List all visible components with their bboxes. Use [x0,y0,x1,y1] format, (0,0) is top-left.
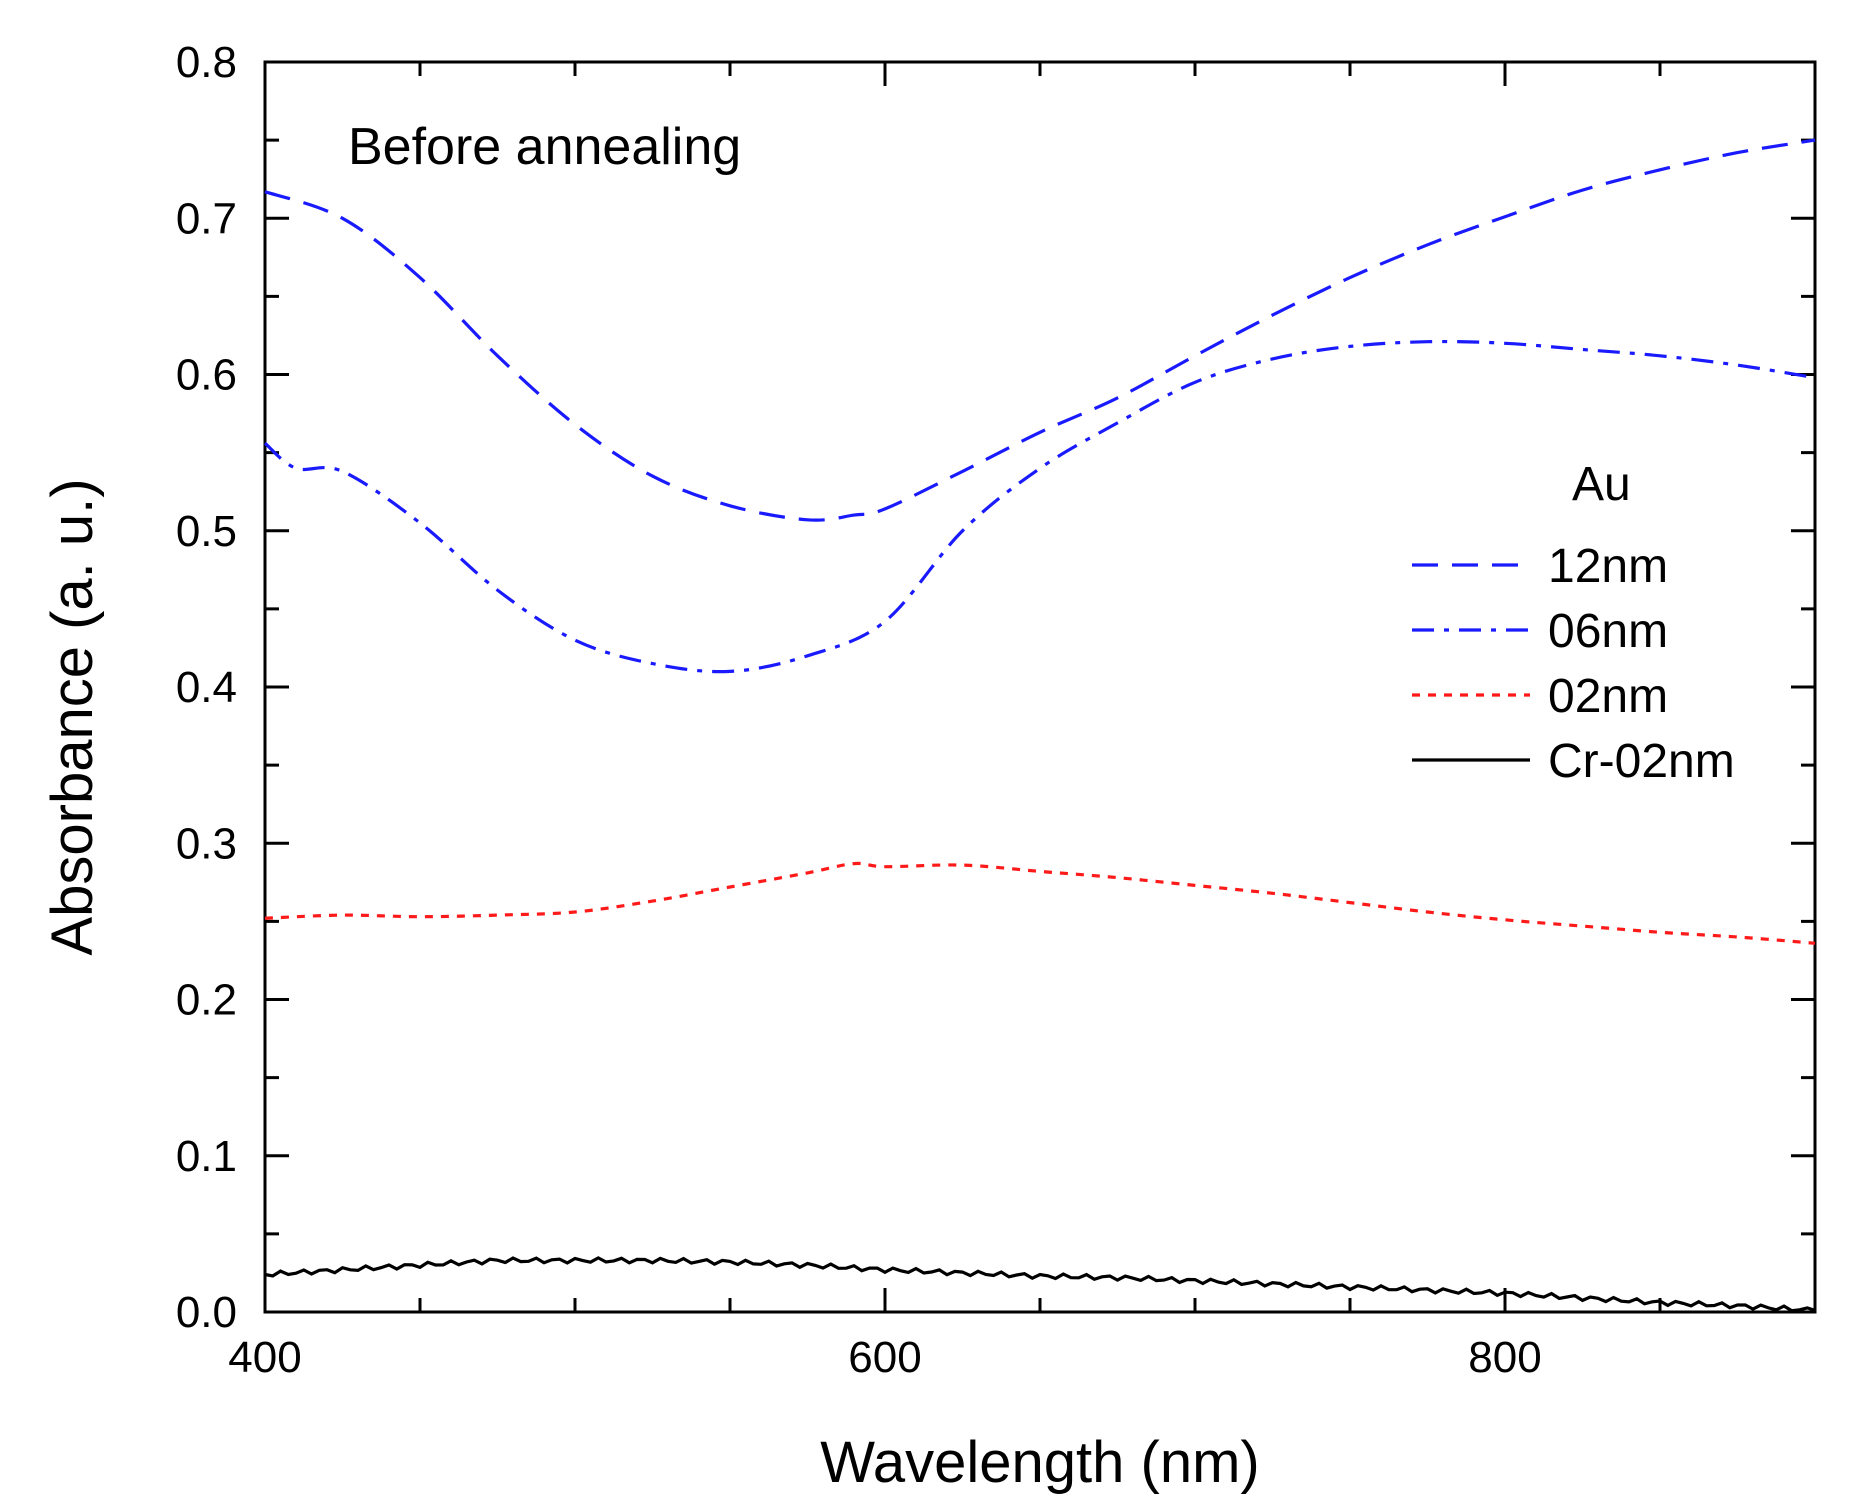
y-tick-label: 0.2 [176,976,237,1025]
x-tick-label: 800 [1468,1333,1541,1382]
legend-label: 12nm [1548,540,1668,593]
series-line-06nm [263,339,1816,674]
y-tick-label: 0.5 [176,507,237,556]
series-line-02nm [264,861,1816,945]
y-tick-label: 0.4 [176,663,237,712]
legend-label: Cr-02nm [1548,735,1735,788]
y-axis-title: Absorbance (a. u.) [40,478,105,955]
legend-label: 02nm [1548,670,1668,723]
legend: Au 12nm 06nm 02nm Cr-02nm [1412,458,1735,788]
series-line-12nm [264,138,1816,522]
y-tick-label: 0.1 [176,1132,237,1181]
data-series [263,138,1816,1313]
legend-title: Au [1572,458,1631,511]
y-tick-label: 0.8 [176,38,237,87]
x-axis-title: Wavelength (nm) [820,1430,1259,1495]
y-tick-label: 0.0 [176,1288,237,1337]
axis-ticks [263,60,1817,1314]
legend-label: 06nm [1548,605,1668,658]
x-tick-label: 400 [228,1333,301,1382]
y-tick-label: 0.3 [176,819,237,868]
axis-tick-labels: 400 600 800 0.0 0.1 0.2 0.3 0.4 0.5 0.6 0.7 0.8 [176,38,1542,1382]
y-tick-label: 0.6 [176,351,237,400]
y-tick-label: 0.7 [176,194,237,243]
chart-annotation: Before annealing [348,118,741,176]
x-tick-label: 600 [848,1333,921,1382]
series-line-cr-02nm [264,1256,1816,1313]
